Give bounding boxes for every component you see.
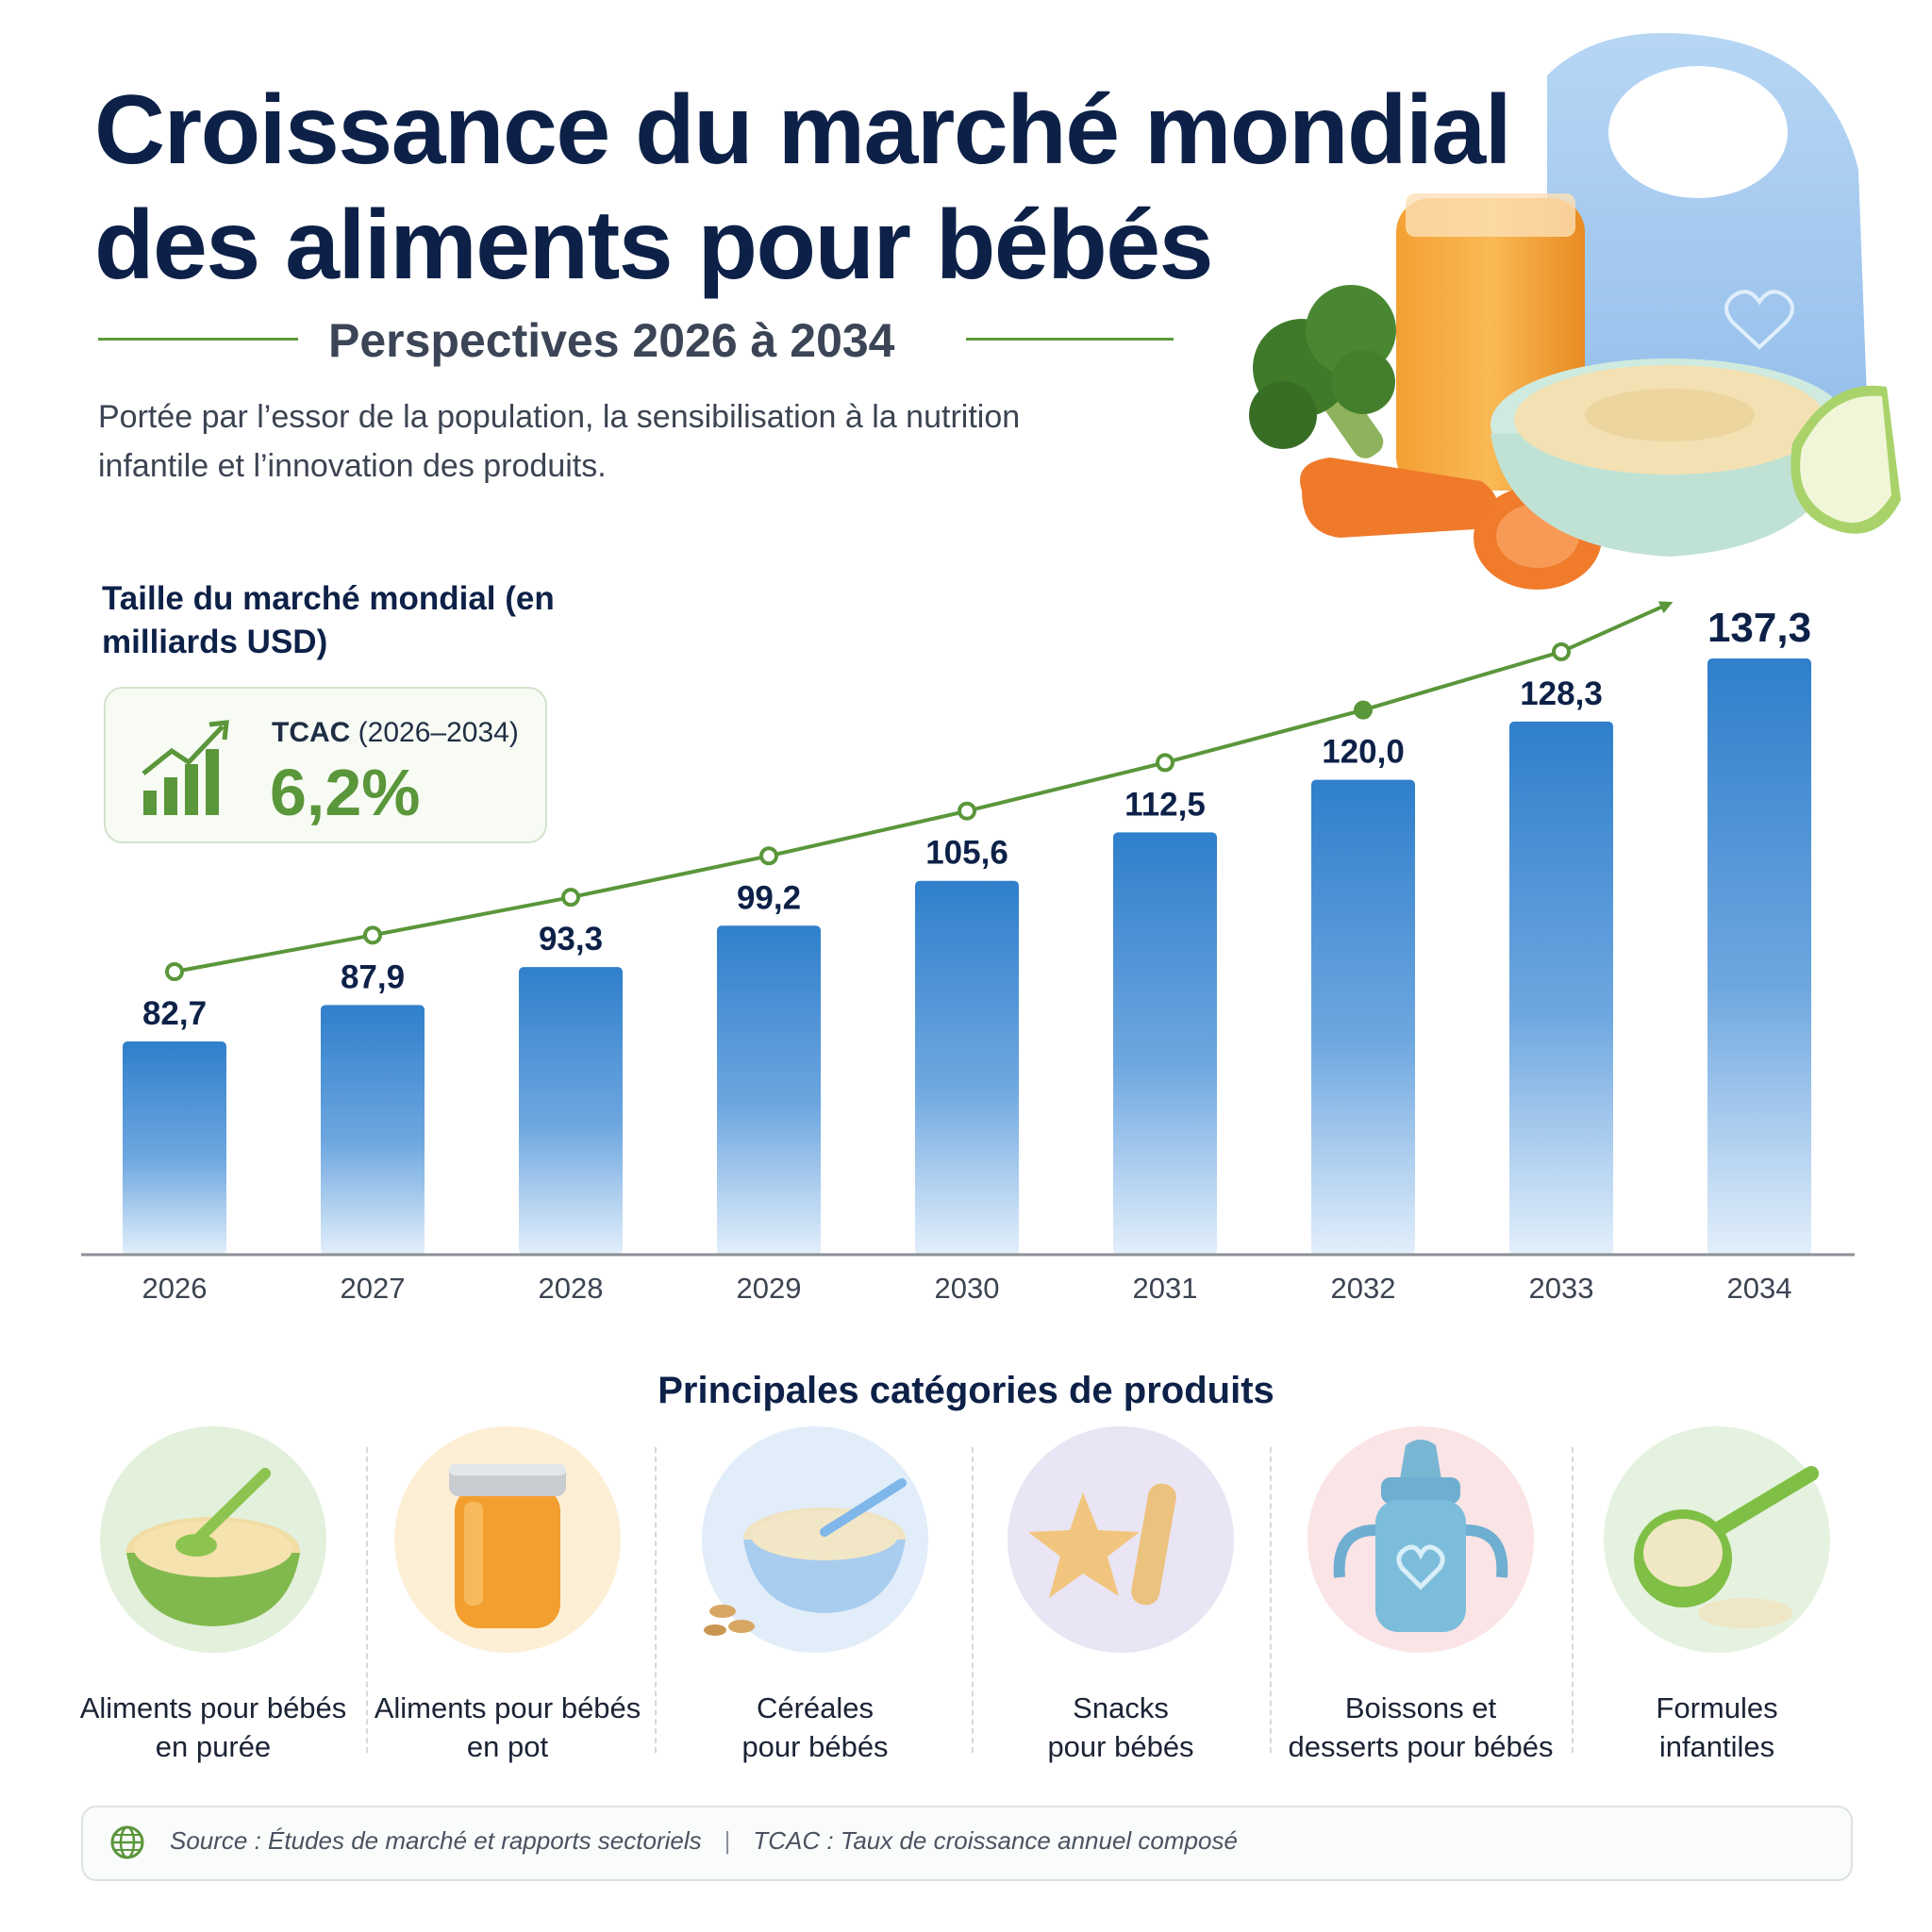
hero-baby-food-illustration [1249,33,1901,590]
x-tick-2033: 2033 [1529,1272,1594,1305]
value-label-2032: 120,0 [1322,734,1405,771]
source-footer: Source : Études de marché et rapports se… [81,1806,1853,1881]
cagr-value: 6,2% [270,756,421,829]
x-tick-2034: 2034 [1727,1272,1792,1305]
bar-2031 [1113,832,1217,1255]
trend-point-2028 [561,888,580,908]
value-label-2026: 82,7 [142,995,207,1032]
globe-icon [110,1825,144,1859]
category-separator [1572,1447,1574,1753]
x-tick-2026: 2026 [142,1272,208,1305]
category-puree-label: Aliments pour bébés en purée [79,1691,347,1763]
apple-icon [1790,385,1901,534]
baby-food-jar-icon [449,1464,566,1628]
cagr-definition: TCAC : Taux de croissance annuel composé [753,1826,1238,1855]
bowl-icon [1491,358,1849,557]
value-label-2031: 112,5 [1124,786,1206,823]
formula-scoop-icon [1634,1466,1819,1628]
category-separator [972,1447,974,1753]
x-tick-2030: 2030 [935,1272,1000,1305]
bar-2028 [519,967,623,1255]
source-text: Source : Études de marché et rapports se… [170,1826,1238,1856]
cagr-period: (2026–2034) [358,717,519,748]
page-title-line-1: Croissance du marché mondial [94,75,1512,185]
subtitle-rule-left [98,338,298,341]
bar-2032 [1311,779,1415,1255]
trend-point-2027 [363,925,382,945]
cagr-abbr: TCAC [272,717,351,748]
bar-2029 [717,925,821,1255]
cagr-card: TCAC (2026–2034) 6,2% [104,687,547,843]
baby-snacks-icon [1028,1483,1176,1606]
categories-title: Principales catégories de produits [658,1370,1274,1411]
category-separator [366,1447,368,1753]
category-jar-label: Aliments pour bébés en pot [374,1691,641,1763]
value-label-2034: 137,3 [1707,605,1811,651]
category-snacks-label: Snacks pour bébés [1047,1691,1194,1763]
value-label-2033: 128,3 [1520,675,1603,712]
value-label-2028: 93,3 [539,921,603,958]
value-label-2029: 99,2 [737,879,801,916]
cagr-label: TCAC (2026–2034) [272,717,519,749]
trend-point-2030 [958,801,976,821]
bar-2034 [1707,658,1811,1255]
trend-point-2031 [1156,753,1174,773]
category-separator [655,1447,657,1753]
x-tick-2032: 2032 [1331,1272,1396,1305]
trend-point-2026 [165,962,184,981]
category-formula-label: Formules infantiles [1656,1691,1778,1763]
growth-chart-icon [142,720,229,815]
value-label-2027: 87,9 [341,958,405,995]
subtitle: Perspectives 2026 à 2034 [328,314,895,367]
bar-2033 [1509,721,1613,1255]
sippy-cup-icon [1333,1440,1508,1632]
source-citation: Source : Études de marché et rapports se… [170,1826,702,1855]
value-label-2030: 105,6 [925,835,1008,872]
bar-2026 [123,1041,226,1255]
category-drinks-label: Boissons et desserts pour bébés [1288,1691,1554,1763]
category-cereal-label: Céréales pour bébés [741,1691,889,1763]
broccoli-icon [1249,285,1396,458]
market-size-chart: 82,7 2026 87,9 2027 93,3 2028 99,2 2029 105,6 203… [81,601,1855,1305]
x-tick-2027: 2027 [341,1272,406,1305]
puree-bowl-icon [126,1468,300,1626]
footer-separator: | [724,1826,731,1855]
x-tick-2029: 2029 [737,1272,802,1305]
x-tick-2028: 2028 [539,1272,604,1305]
chart-y-axis-label: Taille du marché mondial (en milliards U… [102,580,555,660]
trend-point-2033 [1552,641,1571,661]
page-title-line-2: des aliments pour bébés [94,191,1213,300]
subtitle-rule-right [966,338,1174,341]
cereal-bowl-icon [704,1478,907,1636]
x-tick-2031: 2031 [1133,1272,1198,1305]
intro-text: Portée par l’essor de la population, la … [98,399,1021,484]
trend-point-2029 [759,846,778,866]
category-separator [1270,1447,1272,1753]
trend-point-2032 [1354,700,1373,720]
bar-2030 [915,880,1019,1255]
bar-2027 [321,1005,425,1255]
